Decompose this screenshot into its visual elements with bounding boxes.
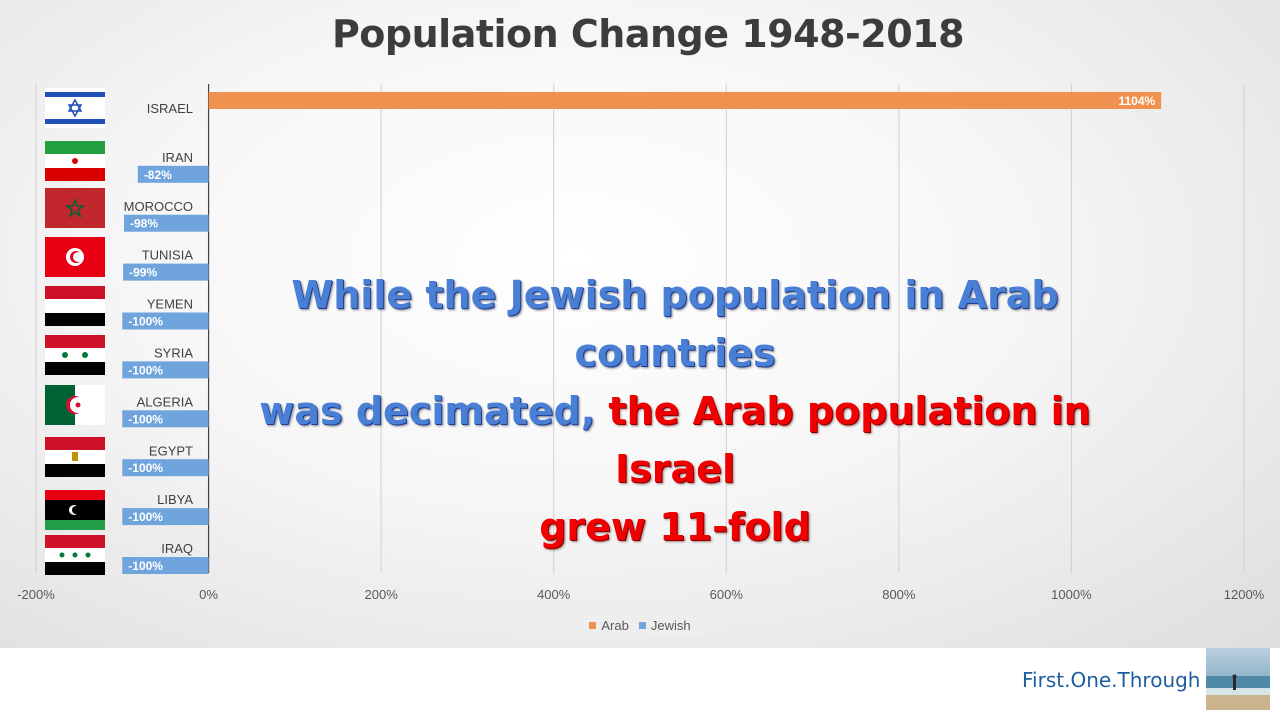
data-label: -100% (128, 461, 163, 475)
libya-flag-icon (45, 490, 105, 530)
category-label: SYRIA (154, 346, 193, 361)
data-label: -98% (130, 217, 158, 231)
x-tick-label: -200% (17, 587, 55, 602)
beach-photo-icon (1206, 648, 1270, 710)
x-tick-label: 200% (365, 587, 399, 602)
bar-jewish-syria (122, 361, 209, 379)
bar-jewish-morocco (124, 214, 209, 232)
bar-arab-israel (208, 92, 1162, 109)
overlay-caption: While the Jewish population in Arab coun… (250, 266, 1100, 556)
yemen-flag-icon (45, 286, 105, 326)
bar-jewish-tunisia (123, 263, 209, 281)
data-label: -82% (144, 168, 172, 182)
israel-flag-icon (45, 88, 105, 128)
category-label: ALGERIA (137, 394, 194, 409)
syria-flag-icon (45, 335, 105, 375)
egypt-flag-icon (45, 437, 105, 477)
legend-label-arab: Arab (601, 617, 629, 633)
legend-label-jewish: Jewish (650, 617, 691, 633)
category-label: IRAN (162, 150, 193, 165)
x-tick-label: 400% (537, 587, 571, 602)
tunisia-flag-icon (45, 237, 105, 277)
caption-line-2-blue: was decimated, (259, 389, 609, 433)
category-label: ISRAEL (147, 101, 193, 116)
chart-legend: Arab Jewish (575, 612, 705, 638)
bar-jewish-iran (137, 165, 209, 183)
x-tick-label: 800% (882, 587, 916, 602)
caption-line-1: While the Jewish population in Arab coun… (291, 273, 1059, 375)
category-label: EGYPT (149, 443, 193, 458)
legend-item-jewish: Jewish (638, 617, 691, 633)
data-label: -100% (128, 412, 163, 426)
category-label: MOROCCO (124, 199, 193, 214)
legend-swatch-arab (589, 621, 597, 629)
data-label: -100% (128, 559, 163, 573)
category-label: IRAQ (161, 541, 193, 556)
data-label: -100% (128, 510, 163, 524)
category-label: LIBYA (157, 492, 193, 507)
caption-line-2-red: the Arab population in Israel (608, 389, 1091, 491)
bar-chart: -200% 0% 200% 400% 600% 800% 1000% 1200% ISRAEL 1… (17, 84, 1265, 602)
chart-title: Population Change 1948-2018 (331, 12, 965, 56)
category-label: YEMEN (147, 297, 193, 312)
bar-jewish-yemen (122, 312, 209, 330)
x-tick-label: 600% (710, 587, 744, 602)
legend-swatch-jewish (638, 621, 646, 629)
x-tick-label: 0% (199, 587, 218, 602)
iran-flag-icon (45, 141, 105, 181)
brand-text: First.One.Through (1022, 668, 1201, 692)
bar-jewish-iraq (122, 557, 209, 574)
bar-jewish-libya (122, 508, 209, 526)
morocco-flag-icon (45, 188, 105, 228)
x-tick-label: 1200% (1224, 587, 1265, 602)
x-tick-label: 1000% (1051, 587, 1092, 602)
algeria-flag-icon (45, 385, 105, 425)
bar-jewish-algeria (122, 410, 209, 428)
iraq-flag-icon (45, 535, 105, 575)
caption-line-3: grew 11-fold (539, 505, 811, 549)
slide: -200% 0% 200% 400% 600% 800% 1000% 1200% ISRAEL 1… (0, 0, 1280, 648)
legend-item-arab: Arab (589, 617, 629, 633)
data-label: 1104% (1118, 94, 1155, 108)
data-label: -100% (128, 363, 163, 377)
category-label: TUNISIA (142, 248, 194, 263)
footer (0, 648, 1280, 720)
bar-jewish-egypt (122, 459, 209, 477)
data-label: -99% (129, 266, 157, 280)
data-label: -100% (128, 315, 163, 329)
